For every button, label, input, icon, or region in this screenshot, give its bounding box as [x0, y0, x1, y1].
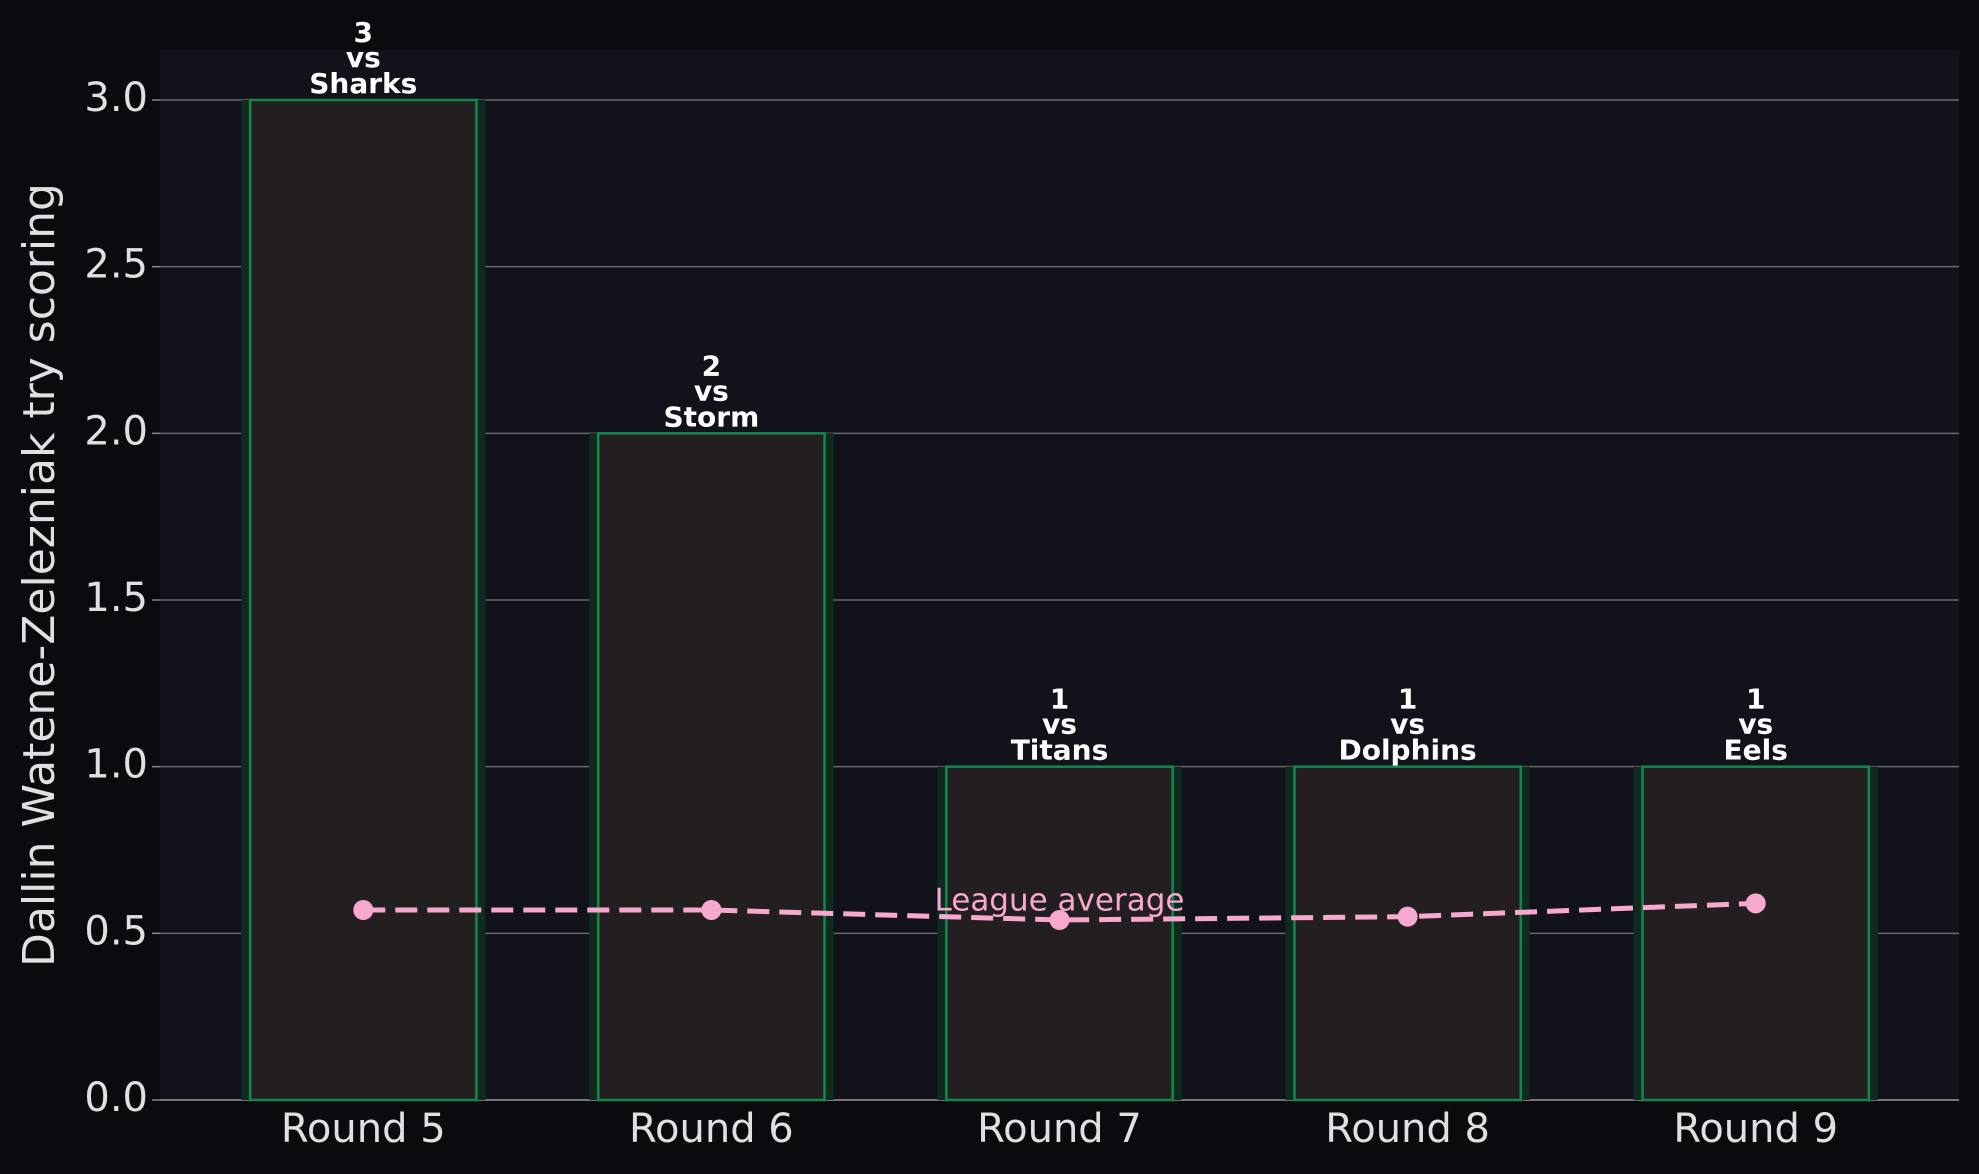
value-label: 1: [1398, 683, 1417, 716]
label-connector: vs: [1738, 708, 1773, 741]
label-connector: vs: [694, 374, 729, 407]
bar: [248, 98, 478, 1102]
x-tick-label: Round 9: [1673, 1106, 1838, 1152]
label-connector: vs: [1390, 708, 1425, 741]
line-point: [1745, 893, 1766, 914]
line-point: [701, 900, 722, 920]
y-tick-label: 2.5: [84, 242, 148, 288]
x-tick-label: Round 7: [977, 1106, 1142, 1152]
line-point: [353, 900, 374, 920]
bar: [1293, 765, 1522, 1102]
value-label: 1: [1746, 683, 1765, 716]
line: [363, 900, 1756, 923]
opponent-label: Dolphins: [1338, 734, 1476, 767]
y-tick-label: 0.0: [84, 1075, 148, 1121]
line-point: [1397, 906, 1418, 927]
value-label: 2: [702, 349, 721, 382]
y-tick-label: 1.5: [84, 575, 148, 621]
value-label: 3: [354, 16, 373, 49]
x-tick-label: Round 5: [281, 1106, 446, 1152]
label-connector: vs: [1042, 708, 1077, 741]
x-tick-label: Round 6: [629, 1106, 794, 1152]
line-point: [1049, 910, 1070, 930]
y-tick-label: 2.0: [84, 408, 148, 454]
label-connector: vs: [346, 41, 381, 74]
opponent-label: Storm: [664, 400, 760, 433]
opponent-label: Eels: [1724, 734, 1788, 767]
y-tick-label: 1.0: [84, 742, 148, 788]
bar: [597, 432, 826, 1102]
bar: [1641, 765, 1871, 1102]
y-axis-label: Dallin Watene-Zelezniak try scoring: [14, 183, 65, 967]
line-label: League average: [935, 883, 1185, 919]
opponent-label: Titans: [1011, 734, 1109, 767]
y-tick-label: 0.5: [84, 908, 148, 954]
x-tick-label: Round 8: [1325, 1106, 1490, 1152]
opponent-label: Sharks: [309, 67, 417, 100]
bar: [945, 765, 1174, 1102]
y-tick-label: 3.0: [84, 75, 148, 121]
value-label: 1: [1050, 683, 1069, 716]
